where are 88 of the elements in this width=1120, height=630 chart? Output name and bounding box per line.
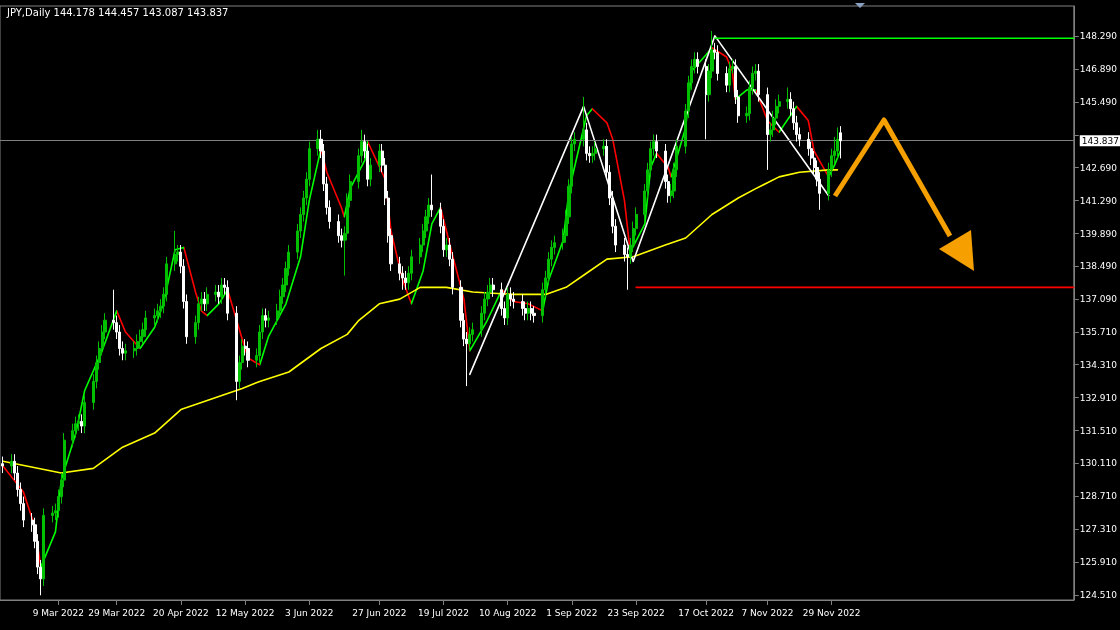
candlestick bbox=[1, 456, 4, 474]
candlestick bbox=[532, 305, 536, 324]
candlestick bbox=[124, 343, 127, 361]
y-tick-label: 142.690 bbox=[1079, 162, 1118, 173]
y-tick-label: 141.290 bbox=[1079, 195, 1118, 206]
x-tick-label: 27 Jun 2022 bbox=[352, 607, 407, 618]
candlestick bbox=[51, 505, 54, 523]
candlestick bbox=[527, 300, 530, 321]
candlestick bbox=[217, 284, 220, 305]
y-tick-label: 138.490 bbox=[1079, 261, 1118, 272]
x-tick-label: 17 Oct 2022 bbox=[678, 607, 734, 618]
candlestick bbox=[404, 270, 407, 291]
candlestick bbox=[430, 174, 433, 218]
candlestick bbox=[725, 65, 728, 93]
x-tick-label: 29 Nov 2022 bbox=[802, 607, 861, 618]
line-series bbox=[468, 35, 830, 376]
candlestick bbox=[246, 340, 250, 368]
candlestick bbox=[337, 214, 340, 244]
candlestick bbox=[839, 125, 842, 159]
y-tick-label: 139.890 bbox=[1079, 228, 1118, 239]
x-tick-label: 1 Sep 2022 bbox=[546, 607, 598, 618]
y-tick-label: 137.090 bbox=[1079, 294, 1118, 305]
candlestick bbox=[594, 141, 597, 161]
candlestick bbox=[509, 286, 512, 307]
y-tick-label: 134.310 bbox=[1079, 359, 1118, 370]
x-tick-label: 7 Nov 2022 bbox=[741, 607, 794, 618]
candlestick bbox=[10, 453, 13, 474]
x-tick-label: 10 Aug 2022 bbox=[478, 607, 537, 618]
chart-title: JPY,Daily 144.178 144.457 143.087 143.837 bbox=[6, 6, 229, 18]
candlestick bbox=[836, 127, 839, 159]
candlestick bbox=[506, 286, 509, 326]
y-tick-label: 146.890 bbox=[1079, 64, 1118, 74]
y-tick-label: 132.910 bbox=[1079, 392, 1118, 403]
y-tick-label: 148.290 bbox=[1079, 31, 1118, 42]
candlestick bbox=[267, 310, 270, 328]
candlestick bbox=[728, 61, 731, 93]
candlestick bbox=[786, 87, 789, 110]
candlestick bbox=[445, 237, 448, 258]
candlestick bbox=[696, 51, 699, 74]
candlestick bbox=[585, 122, 588, 161]
candlestick bbox=[174, 230, 177, 272]
candlestick bbox=[757, 63, 760, 103]
candlestick bbox=[136, 333, 139, 357]
candlestick bbox=[512, 291, 515, 310]
candlestick bbox=[602, 138, 606, 157]
candlestick bbox=[203, 291, 206, 312]
candlestick bbox=[83, 395, 86, 434]
x-tick-label: 29 Mar 2022 bbox=[88, 607, 146, 618]
candlestick bbox=[214, 284, 217, 302]
candlestick bbox=[705, 58, 708, 140]
candlestick bbox=[264, 308, 267, 328]
y-tick-label: 130.110 bbox=[1079, 458, 1118, 469]
y-tick-label: 135.710 bbox=[1079, 326, 1118, 337]
candlestick bbox=[655, 134, 658, 159]
candlestick bbox=[80, 413, 83, 434]
candlestick bbox=[153, 308, 156, 326]
candlestick bbox=[492, 277, 495, 298]
candlestick bbox=[716, 44, 719, 82]
candlestick bbox=[591, 145, 594, 164]
candlestick bbox=[582, 96, 585, 147]
y-tick-label: 125.910 bbox=[1079, 557, 1118, 568]
x-tick-label: 12 May 2022 bbox=[215, 607, 275, 618]
candlestick bbox=[521, 293, 524, 317]
candlestick bbox=[235, 305, 238, 401]
candlestick bbox=[378, 143, 381, 173]
x-tick-label: 9 Mar 2022 bbox=[32, 607, 85, 618]
candlestick bbox=[42, 507, 45, 587]
line-series bbox=[2, 46, 842, 568]
line-series bbox=[2, 169, 839, 474]
x-tick-label: 19 Jul 2022 bbox=[418, 607, 469, 618]
candlestick bbox=[766, 87, 769, 171]
candlestick bbox=[220, 277, 223, 305]
candlestick bbox=[530, 300, 533, 321]
x-tick-label: 3 Jun 2022 bbox=[285, 607, 334, 618]
candlestick bbox=[156, 303, 159, 324]
candlestick bbox=[468, 326, 471, 352]
candlestick bbox=[369, 157, 372, 187]
y-tick-label: 124.510 bbox=[1079, 590, 1118, 601]
x-tick-label: 20 Apr 2022 bbox=[153, 607, 209, 618]
y-tick-label: 131.510 bbox=[1079, 425, 1118, 436]
candlestick bbox=[226, 279, 229, 321]
y-tick-label: 128.710 bbox=[1079, 491, 1118, 502]
y-tick-label: 145.490 bbox=[1079, 96, 1118, 107]
x-tick-label: 23 Sep 2022 bbox=[607, 607, 665, 618]
candlestick bbox=[316, 129, 320, 157]
y-tick-label: 127.310 bbox=[1079, 524, 1118, 535]
ref-line-label: 143.837 bbox=[1081, 135, 1119, 146]
candlestick bbox=[206, 286, 209, 312]
